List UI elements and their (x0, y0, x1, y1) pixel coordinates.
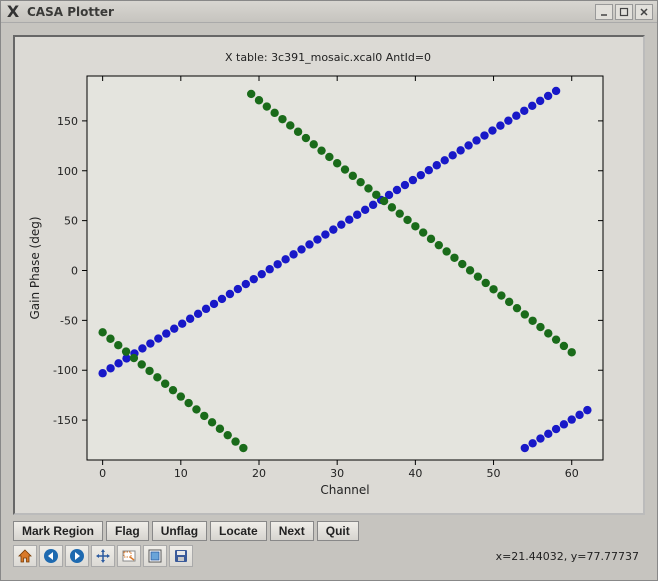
subplots-icon (147, 548, 163, 564)
save-button[interactable] (169, 545, 193, 567)
svg-text:0: 0 (71, 264, 78, 277)
svg-text:100: 100 (57, 165, 78, 178)
nav-toolbar: x=21.44032, y=77.77737 (13, 544, 645, 568)
content-area: X table: 3c391_mosaic.xcal0 AntId=0 0 10 2… (1, 23, 657, 580)
home-button[interactable] (13, 545, 37, 567)
next-button[interactable]: Next (270, 521, 314, 541)
maximize-button[interactable] (615, 4, 633, 20)
svg-text:40: 40 (408, 467, 422, 480)
svg-text:10: 10 (174, 467, 188, 480)
zoom-icon (121, 548, 137, 564)
flag-button[interactable]: Flag (106, 521, 149, 541)
plot-panel: X table: 3c391_mosaic.xcal0 AntId=0 0 10 2… (13, 35, 645, 515)
svg-text:-50: -50 (60, 314, 78, 327)
svg-text:30: 30 (330, 467, 344, 480)
svg-text:60: 60 (565, 467, 579, 480)
mark-region-button[interactable]: Mark Region (13, 521, 103, 541)
chart[interactable]: 0 10 20 30 40 50 60 -150 -100 -50 0 50 100 150 Channel… (23, 68, 623, 502)
svg-text:Gain Phase (deg): Gain Phase (deg) (28, 216, 42, 319)
close-button[interactable] (635, 4, 653, 20)
zoom-button[interactable] (117, 545, 141, 567)
pan-icon (95, 548, 111, 564)
titlebar: X CASA Plotter (1, 1, 657, 23)
app-icon: X (5, 4, 21, 20)
svg-text:0: 0 (99, 467, 106, 480)
svg-text:-100: -100 (53, 364, 78, 377)
svg-text:-150: -150 (53, 414, 78, 427)
svg-text:Channel: Channel (320, 483, 369, 497)
forward-button[interactable] (65, 545, 89, 567)
back-button[interactable] (39, 545, 63, 567)
svg-text:50: 50 (64, 215, 78, 228)
quit-button[interactable]: Quit (317, 521, 359, 541)
save-icon (173, 548, 189, 564)
minimize-button[interactable] (595, 4, 613, 20)
svg-text:20: 20 (252, 467, 266, 480)
unflag-button[interactable]: Unflag (152, 521, 207, 541)
app-window: X CASA Plotter X table: 3c391_mosaic.xca… (0, 0, 658, 581)
back-arrow-icon (43, 548, 59, 564)
cursor-coords: x=21.44032, y=77.77737 (496, 550, 645, 563)
plot-title: X table: 3c391_mosaic.xcal0 AntId=0 (23, 51, 633, 64)
window-title: CASA Plotter (27, 5, 595, 19)
forward-arrow-icon (69, 548, 85, 564)
subplots-button[interactable] (143, 545, 167, 567)
locate-button[interactable]: Locate (210, 521, 267, 541)
home-icon (17, 548, 33, 564)
svg-text:50: 50 (487, 467, 501, 480)
minimize-icon (599, 7, 609, 17)
action-buttons: Mark Region Flag Unflag Locate Next Quit (13, 521, 645, 541)
pan-button[interactable] (91, 545, 115, 567)
close-icon (639, 7, 649, 17)
svg-text:150: 150 (57, 115, 78, 128)
maximize-icon (619, 7, 629, 17)
